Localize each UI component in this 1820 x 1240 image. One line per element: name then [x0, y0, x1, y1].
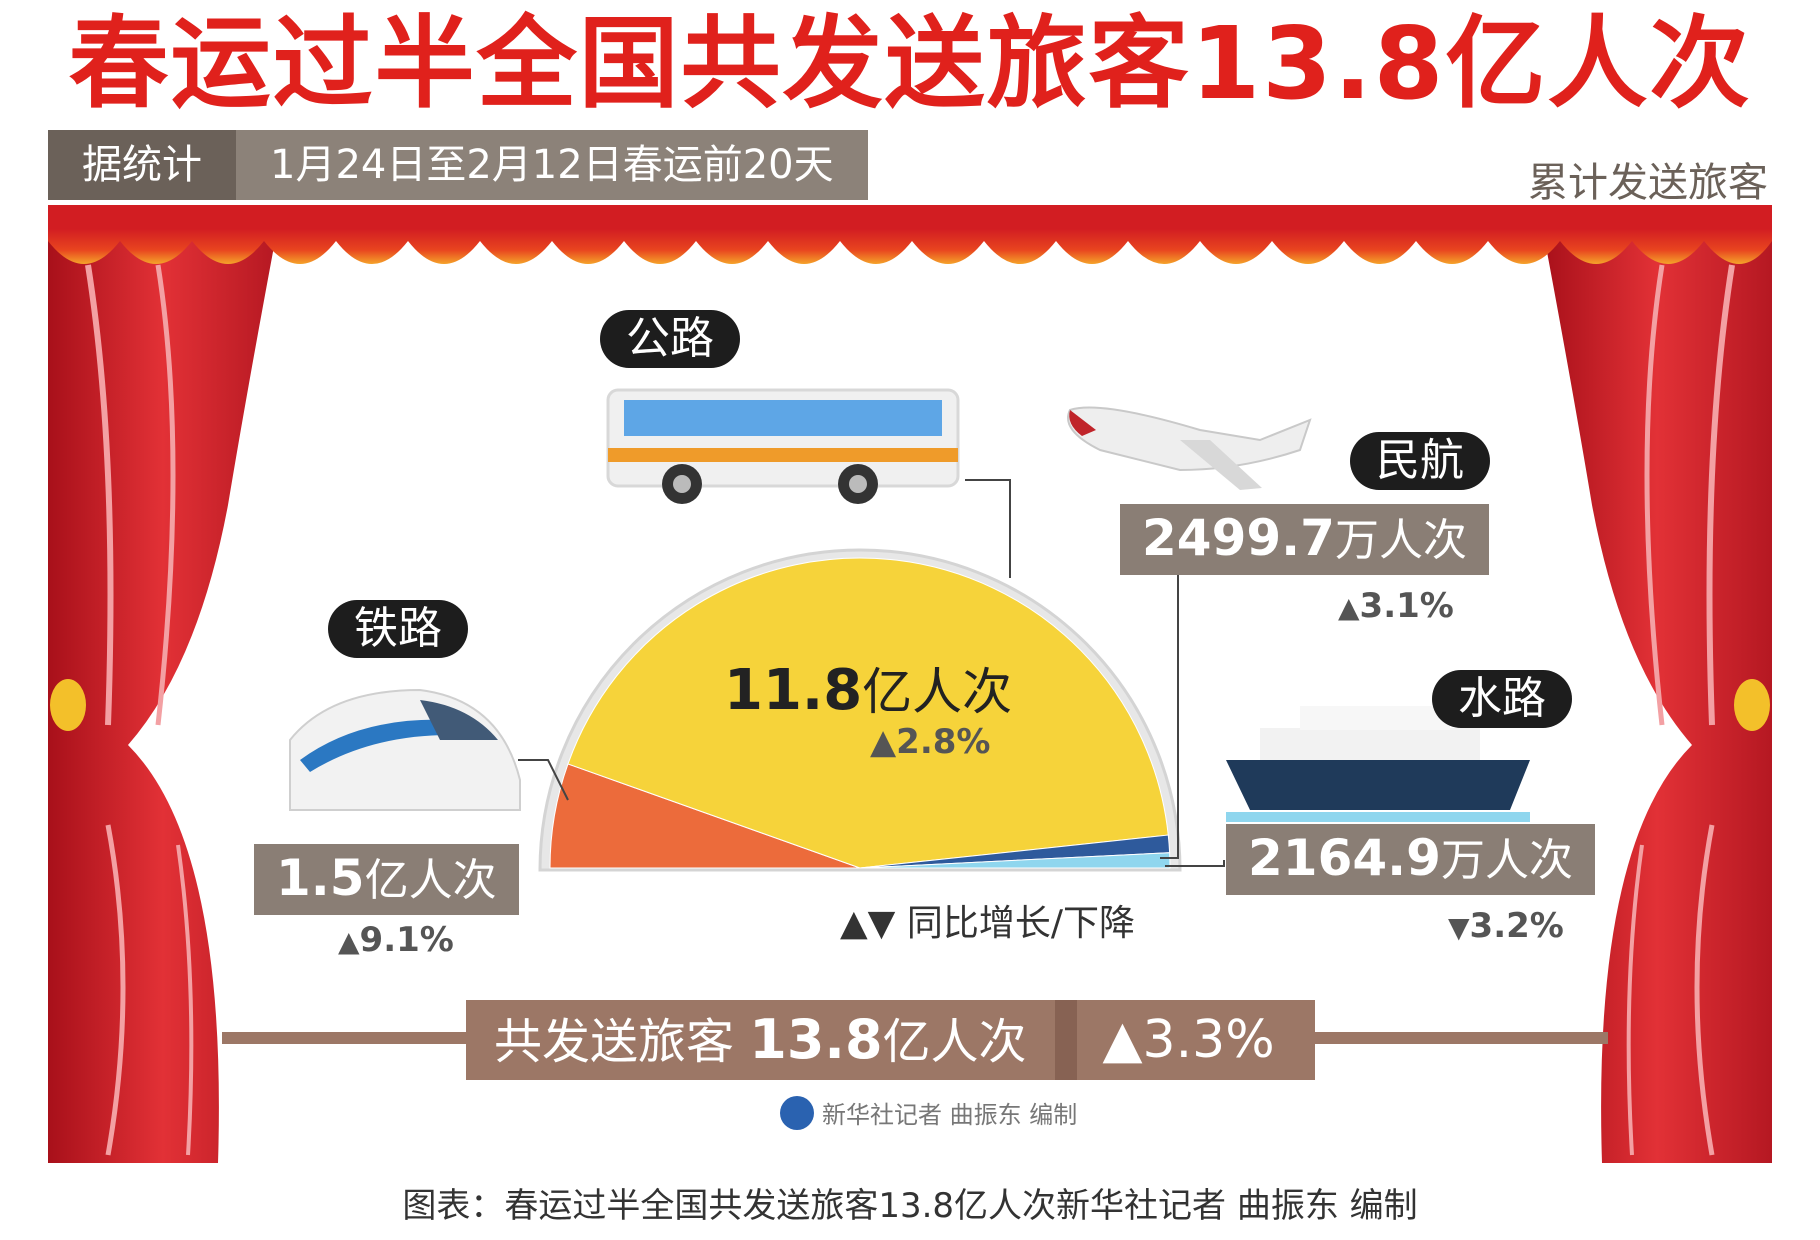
- water-change-value: 3.2%: [1469, 906, 1564, 946]
- road-value: 11.8亿人次: [724, 652, 1012, 724]
- xinhua-logo-icon: [780, 1095, 814, 1130]
- total-change: ▲3.3%: [1076, 1000, 1315, 1080]
- rail-value-box: 1.5亿人次: [254, 844, 519, 915]
- cumulative-label: 累计发送旅客: [1528, 160, 1768, 206]
- road-value-number: 11.8: [724, 658, 863, 723]
- air-value-unit: 万人次: [1334, 515, 1467, 566]
- up-arrow-icon: ▲: [870, 722, 897, 762]
- stats-label: 据统计: [48, 130, 236, 200]
- caption: 图表：春运过半全国共发送旅客13.8亿人次新华社记者 曲振东 编制: [402, 1186, 1418, 1226]
- connector-water: [1165, 860, 1225, 867]
- rail-value-number: 1.5: [276, 849, 365, 907]
- tag-road: 公路: [600, 310, 740, 368]
- water-value-number: 2164.9: [1248, 829, 1441, 887]
- total-separator: [1054, 1000, 1077, 1080]
- right-tieback: [1734, 679, 1770, 731]
- airplane-icon: [1067, 406, 1312, 490]
- air-value-number: 2499.7: [1142, 509, 1335, 567]
- water-value-box: 2164.9万人次: [1226, 824, 1595, 895]
- road-change: ▲2.8%: [870, 722, 990, 762]
- train-icon: [289, 688, 521, 811]
- connector-road: [965, 479, 1011, 578]
- total-change-value: 3.3%: [1142, 1010, 1275, 1070]
- tag-air: 民航: [1350, 432, 1490, 490]
- slice-water: [859, 852, 1171, 869]
- down-arrow-icon: ▼: [1448, 911, 1470, 944]
- road-change-value: 2.8%: [896, 722, 991, 762]
- up-arrow-icon: ▲: [338, 925, 360, 958]
- road-value-unit: 亿人次: [862, 663, 1013, 721]
- total-label: 共发送旅客 13.8亿人次: [466, 1000, 1055, 1080]
- total-bar: 共发送旅客 13.8亿人次 ▲3.3%: [466, 1000, 1315, 1080]
- up-arrow-icon: ▲: [1102, 1010, 1143, 1070]
- total-label-text: 共发送旅客: [494, 1014, 735, 1070]
- page-title: 春运过半全国共发送旅客13.8亿人次: [68, 5, 1752, 122]
- left-tieback: [50, 679, 86, 731]
- tag-water: 水路: [1432, 670, 1572, 728]
- rail-change-value: 9.1%: [359, 920, 454, 960]
- legend-note: ▲▼ 同比增长/下降: [840, 903, 1135, 944]
- tag-rail: 铁路: [328, 600, 468, 658]
- total-value: 13.8: [749, 1008, 883, 1071]
- rail-change: ▲9.1%: [338, 920, 454, 960]
- connector-rail: [518, 759, 569, 801]
- air-value-box: 2499.7万人次: [1120, 504, 1489, 575]
- air-change-value: 3.1%: [1359, 586, 1454, 626]
- credit: 新华社记者 曲振东 编制: [780, 1095, 1077, 1130]
- stats-range: 1月24日至2月12日春运前20天: [236, 130, 868, 200]
- bus-icon: [606, 388, 960, 504]
- connector-air: [1160, 572, 1179, 859]
- up-arrow-icon: ▲: [1338, 591, 1360, 624]
- credit-text: 新华社记者 曲振东 编制: [822, 1101, 1078, 1129]
- water-change: ▼3.2%: [1448, 906, 1564, 946]
- ship-icon: [1226, 706, 1530, 822]
- total-unit: 亿人次: [882, 1014, 1027, 1070]
- water-value-unit: 万人次: [1440, 835, 1573, 886]
- stats-bar: 据统计 1月24日至2月12日春运前20天: [48, 130, 868, 200]
- slice-road: [567, 557, 1169, 869]
- air-change: ▲3.1%: [1338, 586, 1454, 626]
- rail-value-unit: 亿人次: [364, 855, 497, 906]
